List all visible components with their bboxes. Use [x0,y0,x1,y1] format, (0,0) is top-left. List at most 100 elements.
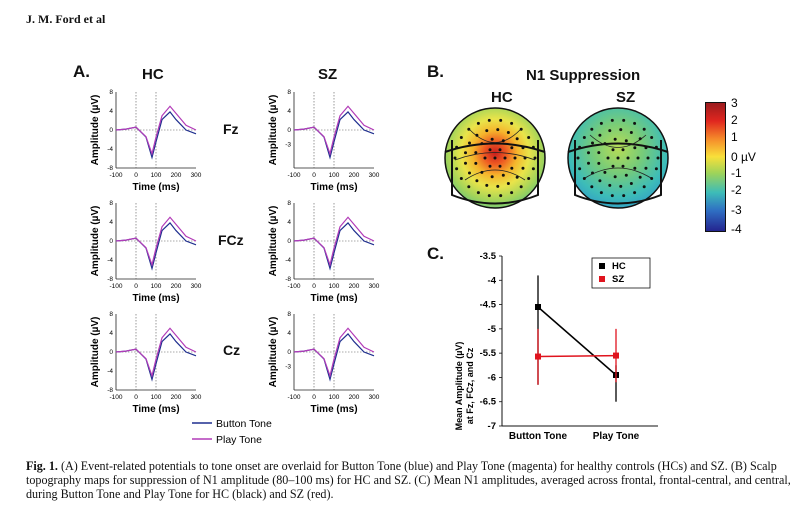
x-tick-label: 200 [171,394,182,401]
x-tick-label: 100 [329,172,340,179]
electrode [590,141,594,145]
y-tick-label: 8 [287,200,291,207]
electrode [616,156,620,160]
electrode [622,118,626,122]
erp-plot-hc-fz: -100 0 100 200 300 -8 -4 0 4 8 Time (ms) Amplitude … [90,89,202,193]
mean-x-tick-label: Play Tone [593,431,640,442]
x-tick-label: 300 [369,283,380,290]
electrode [598,133,602,137]
mean-legend-label: SZ [612,274,624,285]
electrode [515,137,519,141]
y-tick-label: -4 [107,368,113,375]
y-tick-label: -8 [107,276,113,283]
electrode [582,135,586,139]
electrode [506,130,510,134]
electrode [476,191,480,195]
electrode [644,146,648,150]
y-axis-label: Amplitude (µV) [268,95,279,166]
electrode [498,164,502,168]
electrode [501,173,505,177]
x-tick-label: 200 [171,172,182,179]
y-tick-label: -4 [107,257,113,264]
y-tick-label: 8 [287,311,291,318]
erp-legend: Button Tone Play Tone [192,418,272,446]
electrode [624,173,628,177]
electrode [613,137,617,141]
electrode [531,145,535,149]
electrode [644,166,648,170]
erp-series-play-tone [115,216,197,267]
electrode [624,139,628,143]
electrode [510,166,514,170]
x-tick-label: 100 [329,394,340,401]
x-axis-label: Time (ms) [310,293,357,304]
electrode [633,146,637,150]
x-tick-label: 200 [349,283,360,290]
mean-x-tick-label: Button Tone [509,431,568,442]
x-tick-label: 300 [191,394,202,401]
x-tick-label: 200 [171,283,182,290]
electrode [621,164,625,168]
x-tick-label: 0 [312,394,316,401]
erp-plot-hc-cz: -100 0 100 200 300 -8 -4 0 4 8 Time (ms) Amplitude … [90,311,202,415]
y-axis-label: Amplitude (µV) [90,95,101,166]
mean-ylabel-1: Mean Amplitude (µV) [454,342,464,431]
electrode [626,156,630,160]
electrode [499,194,503,198]
electrode [656,156,660,160]
panel-c-letter: C. [427,244,444,263]
y-axis-label: Amplitude (µV) [90,206,101,277]
cbar-tick: -1 [731,166,742,180]
electrode [599,121,603,125]
x-tick-label: 200 [349,172,360,179]
y-axis-label: Amplitude (µV) [268,206,279,277]
column-title-hc: HC [142,66,164,83]
x-tick-label: -100 [109,394,122,401]
topo-label-hc: HC [491,89,513,106]
electrode [642,127,646,131]
x-tick-label: 0 [134,283,138,290]
electrode [527,177,531,181]
x-axis-label: Time (ms) [132,182,179,193]
x-tick-label: 0 [134,172,138,179]
electrode [506,182,510,186]
electrode [485,129,489,133]
x-tick-label: 100 [151,172,162,179]
y-tick-label: 8 [109,311,113,318]
electrode [533,156,537,160]
erp-plot-sz-cz: -100 0 100 200 300 -3 0 4 8 Time (ms) Amplitude (µ… [268,311,380,415]
x-tick-label: -100 [287,172,300,179]
electrode [519,127,523,131]
erp-series-play-tone [115,327,197,378]
electrode [603,142,607,146]
x-tick-label: -100 [287,394,300,401]
electrode [610,194,614,198]
electrode [638,137,642,141]
y-tick-label: -3 [285,363,291,370]
panel-b-letter: B. [427,62,444,81]
y-tick-label: -8 [107,387,113,394]
electrode [480,170,484,174]
electrode [633,121,637,125]
electrode [582,177,586,181]
electrode [527,135,531,139]
mean-y-tick-label: -7 [488,421,496,432]
mean-y-tick-label: -5.5 [480,348,497,359]
electrode [633,166,637,170]
electrode [646,156,650,160]
x-tick-label: -100 [287,283,300,290]
cbar-tick: 3 [731,96,738,110]
electrode [629,182,633,186]
electrode [608,183,612,187]
electrode [599,191,603,195]
figure-caption: Fig. 1. (A) Event-related potentials to … [26,459,796,501]
legend-label-play: Play Tone [216,434,262,446]
x-axis-label: Time (ms) [132,293,179,304]
y-tick-label: 0 [287,349,291,356]
y-tick-label: 4 [109,108,113,115]
electrode [455,167,459,171]
electrode [510,146,514,150]
cbar-tick: 0 µV [731,150,756,164]
electrode [590,127,594,131]
mean-legend-marker [599,263,605,269]
